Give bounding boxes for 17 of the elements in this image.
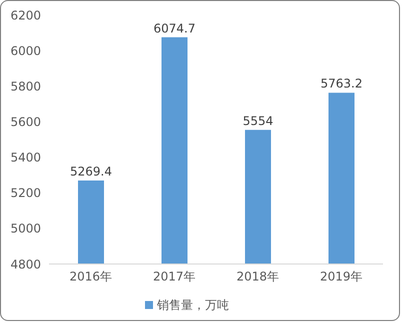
x-tick-label: 2018年 (236, 270, 280, 284)
y-tick-label: 5000 (10, 222, 41, 236)
x-tick-label: 2016年 (69, 270, 112, 284)
data-label: 6074.7 (154, 21, 196, 36)
data-label: 5269.4 (70, 164, 112, 179)
y-tick-label: 4800 (10, 257, 41, 272)
y-tick-label: 6200 (10, 8, 41, 22)
x-tick-label: 2017年 (152, 270, 196, 284)
y-tick-label: 6000 (10, 44, 41, 58)
y-tick-label: 5600 (10, 114, 41, 129)
legend-label: 销售量，万吨 (157, 298, 229, 312)
data-label: 5763.2 (320, 76, 362, 91)
data-label: 5554 (242, 114, 274, 128)
y-tick-label: 5800 (10, 79, 41, 94)
y-tick-label: 5200 (10, 186, 41, 200)
y-tick-label: 5400 (10, 150, 41, 165)
x-tick-label: 2019年 (320, 270, 363, 284)
